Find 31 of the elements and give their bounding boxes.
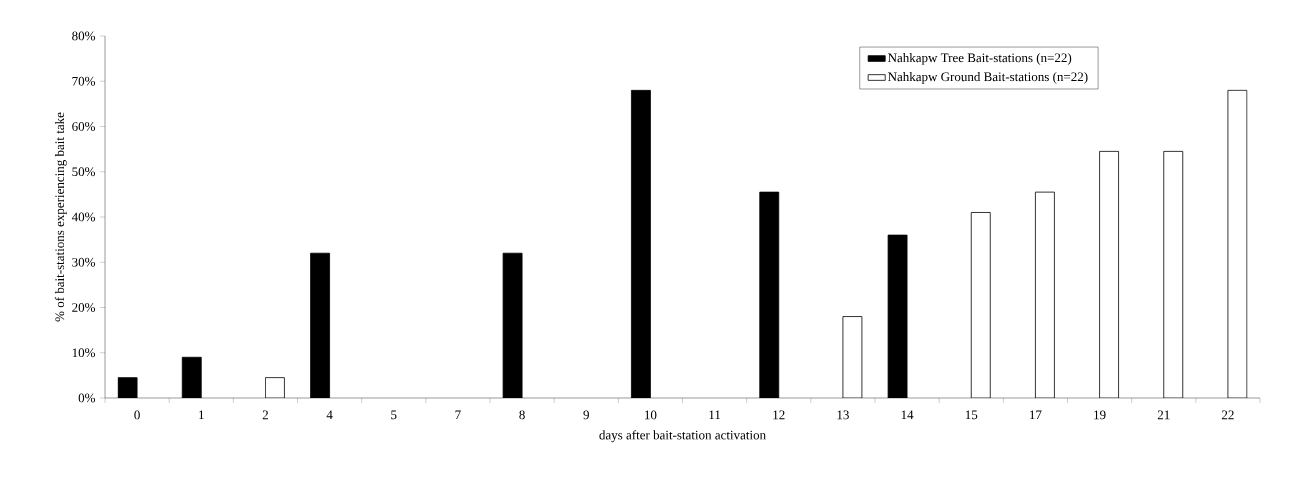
legend-label: Nahkapw Tree Bait-stations (n=22) bbox=[887, 53, 1072, 65]
y-axis-title: % of bait-stations experiencing bait take bbox=[54, 112, 67, 322]
x-tick-label: 22 bbox=[1221, 410, 1234, 420]
x-tick-label: 5 bbox=[391, 410, 397, 420]
x-tick-label: 15 bbox=[965, 410, 978, 420]
x-tick-label: 21 bbox=[1157, 410, 1170, 420]
y-tick-label: 60% bbox=[72, 122, 96, 131]
y-tick-label: 80% bbox=[72, 31, 96, 41]
x-tick-label: 2 bbox=[262, 410, 268, 420]
x-tick-label: 1 bbox=[199, 410, 204, 420]
y-tick-label: 10% bbox=[72, 348, 96, 358]
x-tick-label: 13 bbox=[837, 410, 849, 420]
x-tick-label: 8 bbox=[519, 410, 525, 420]
x-tick-label: 12 bbox=[773, 410, 785, 420]
x-tick-label: 7 bbox=[455, 410, 461, 420]
legend-label: Nahkapw Ground Bait-stations (n=22) bbox=[887, 72, 1088, 84]
y-tick-label: 30% bbox=[72, 257, 96, 267]
y-tick-label: 40% bbox=[71, 212, 96, 222]
y-tick-label: 20% bbox=[72, 303, 96, 312]
y-tick-label: 70% bbox=[72, 76, 96, 86]
x-axis-title: days after bait-station activation bbox=[599, 430, 766, 443]
x-tick-label: 11 bbox=[709, 410, 721, 420]
y-tick-label: 50% bbox=[72, 167, 96, 177]
x-tick-label: 14 bbox=[901, 410, 914, 420]
x-tick-label: 9 bbox=[583, 410, 589, 420]
x-tick-label: 0 bbox=[134, 410, 140, 420]
x-tick-label: 19 bbox=[1094, 410, 1106, 420]
x-tick-label: 4 bbox=[326, 410, 333, 420]
x-tick-label: 17 bbox=[1030, 410, 1042, 420]
y-tick-label: 0% bbox=[78, 393, 96, 403]
x-tick-label: 10 bbox=[645, 410, 657, 420]
